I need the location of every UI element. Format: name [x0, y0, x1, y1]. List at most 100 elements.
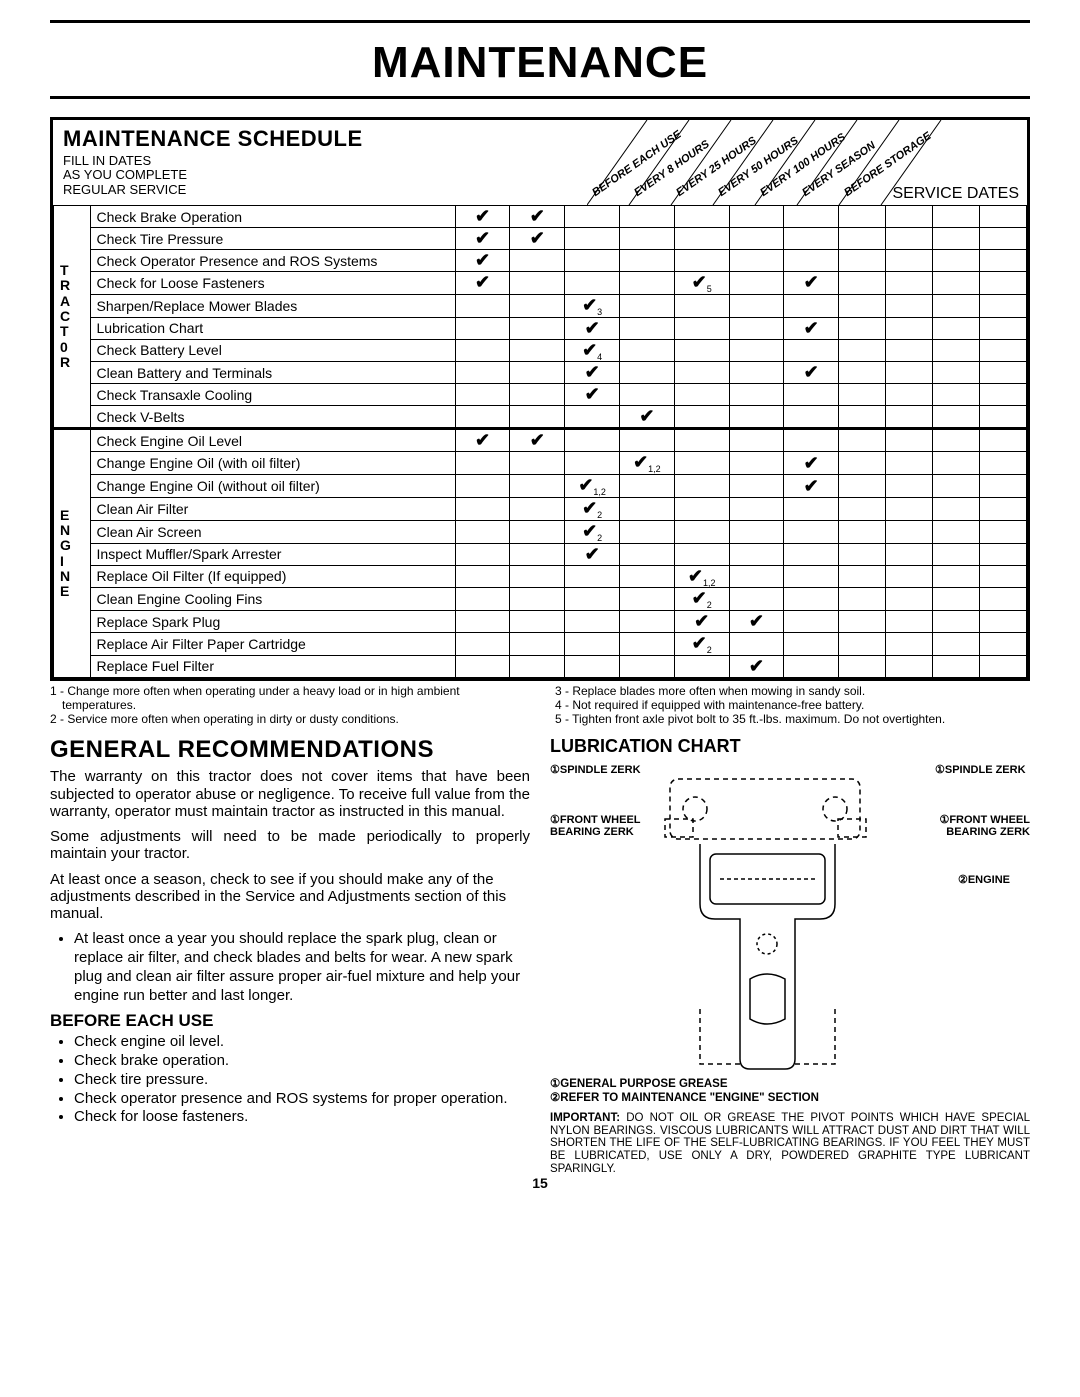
service-date-cell[interactable] — [932, 317, 979, 339]
service-date-cell[interactable] — [839, 655, 886, 677]
service-date-cell[interactable] — [932, 497, 979, 520]
service-date-cell[interactable] — [839, 339, 886, 362]
service-date-cell[interactable] — [886, 406, 933, 429]
service-date-cell[interactable] — [979, 294, 1026, 317]
service-date-cell[interactable] — [886, 294, 933, 317]
service-date-cell[interactable] — [886, 429, 933, 452]
service-date-cell[interactable] — [839, 429, 886, 452]
task-cell: Sharpen/Replace Mower Blades — [90, 294, 455, 317]
check-cell — [620, 588, 675, 611]
service-date-cell[interactable] — [839, 384, 886, 406]
service-date-cell[interactable] — [839, 452, 886, 475]
service-date-cell[interactable] — [979, 272, 1026, 295]
service-date-cell[interactable] — [932, 294, 979, 317]
service-date-cell[interactable] — [886, 250, 933, 272]
service-date-cell[interactable] — [979, 362, 1026, 384]
service-date-cell[interactable] — [886, 588, 933, 611]
general-title: GENERAL RECOMMENDATIONS — [50, 736, 530, 764]
service-date-cell[interactable] — [979, 384, 1026, 406]
table-row: Replace Fuel Filter✔ — [54, 655, 1027, 677]
service-date-cell[interactable] — [932, 384, 979, 406]
service-date-cell[interactable] — [932, 475, 979, 498]
service-date-cell[interactable] — [979, 497, 1026, 520]
service-date-cell[interactable] — [932, 362, 979, 384]
service-date-cell[interactable] — [839, 611, 886, 633]
service-date-cell[interactable] — [979, 406, 1026, 429]
service-date-cell[interactable] — [886, 497, 933, 520]
service-date-cell[interactable] — [839, 272, 886, 295]
service-date-cell[interactable] — [979, 339, 1026, 362]
service-date-cell[interactable] — [886, 228, 933, 250]
service-date-cell[interactable] — [932, 565, 979, 588]
service-date-cell[interactable] — [886, 452, 933, 475]
check-cell — [510, 317, 565, 339]
service-date-cell[interactable] — [932, 429, 979, 452]
service-date-cell[interactable] — [886, 384, 933, 406]
service-date-cell[interactable] — [979, 588, 1026, 611]
service-date-cell[interactable] — [886, 543, 933, 565]
service-date-cell[interactable] — [886, 339, 933, 362]
service-date-cell[interactable] — [932, 588, 979, 611]
service-date-cell[interactable] — [886, 272, 933, 295]
service-date-cell[interactable] — [979, 565, 1026, 588]
service-date-cell[interactable] — [839, 228, 886, 250]
service-date-cell[interactable] — [839, 497, 886, 520]
service-date-cell[interactable] — [932, 452, 979, 475]
service-date-cell[interactable] — [932, 206, 979, 228]
service-date-cell[interactable] — [979, 228, 1026, 250]
service-date-cell[interactable] — [979, 429, 1026, 452]
check-cell — [510, 339, 565, 362]
service-date-cell[interactable] — [979, 611, 1026, 633]
service-date-cell[interactable] — [979, 250, 1026, 272]
service-date-cell[interactable] — [886, 206, 933, 228]
task-cell: Change Engine Oil (without oil filter) — [90, 475, 455, 498]
check-cell — [674, 362, 729, 384]
group-label: ENGINE — [54, 429, 91, 678]
service-date-cell[interactable] — [886, 520, 933, 543]
service-date-cell[interactable] — [839, 406, 886, 429]
service-date-cell[interactable] — [839, 362, 886, 384]
service-date-cell[interactable] — [932, 633, 979, 656]
service-date-cell[interactable] — [839, 206, 886, 228]
check-cell — [729, 497, 784, 520]
service-date-cell[interactable] — [932, 250, 979, 272]
service-date-cell[interactable] — [932, 611, 979, 633]
service-date-cell[interactable] — [932, 406, 979, 429]
service-date-cell[interactable] — [839, 633, 886, 656]
service-date-cell[interactable] — [839, 565, 886, 588]
check-cell: ✔ — [510, 228, 565, 250]
service-date-cell[interactable] — [932, 228, 979, 250]
service-date-cell[interactable] — [932, 339, 979, 362]
service-date-cell[interactable] — [886, 655, 933, 677]
check-cell — [784, 543, 839, 565]
service-date-cell[interactable] — [886, 475, 933, 498]
service-date-cell[interactable] — [932, 655, 979, 677]
service-date-cell[interactable] — [932, 543, 979, 565]
check-cell — [620, 272, 675, 295]
service-date-cell[interactable] — [979, 475, 1026, 498]
service-date-cell[interactable] — [886, 633, 933, 656]
service-date-cell[interactable] — [839, 317, 886, 339]
service-date-cell[interactable] — [839, 294, 886, 317]
service-date-cell[interactable] — [886, 565, 933, 588]
service-date-cell[interactable] — [979, 543, 1026, 565]
service-date-cell[interactable] — [839, 543, 886, 565]
service-date-cell[interactable] — [839, 588, 886, 611]
service-date-cell[interactable] — [886, 611, 933, 633]
service-date-cell[interactable] — [979, 520, 1026, 543]
front-wheel-left: ①FRONT WHEEL BEARING ZERK — [550, 814, 660, 838]
service-date-cell[interactable] — [932, 272, 979, 295]
service-date-cell[interactable] — [979, 655, 1026, 677]
service-date-cell[interactable] — [979, 633, 1026, 656]
service-date-cell[interactable] — [886, 317, 933, 339]
service-date-cell[interactable] — [979, 206, 1026, 228]
service-date-cell[interactable] — [932, 520, 979, 543]
service-date-cell[interactable] — [839, 475, 886, 498]
service-date-cell[interactable] — [979, 317, 1026, 339]
service-date-cell[interactable] — [839, 250, 886, 272]
check-cell — [784, 429, 839, 452]
service-date-cell[interactable] — [839, 520, 886, 543]
service-date-cell[interactable] — [979, 452, 1026, 475]
service-date-cell[interactable] — [886, 362, 933, 384]
check-cell — [620, 294, 675, 317]
